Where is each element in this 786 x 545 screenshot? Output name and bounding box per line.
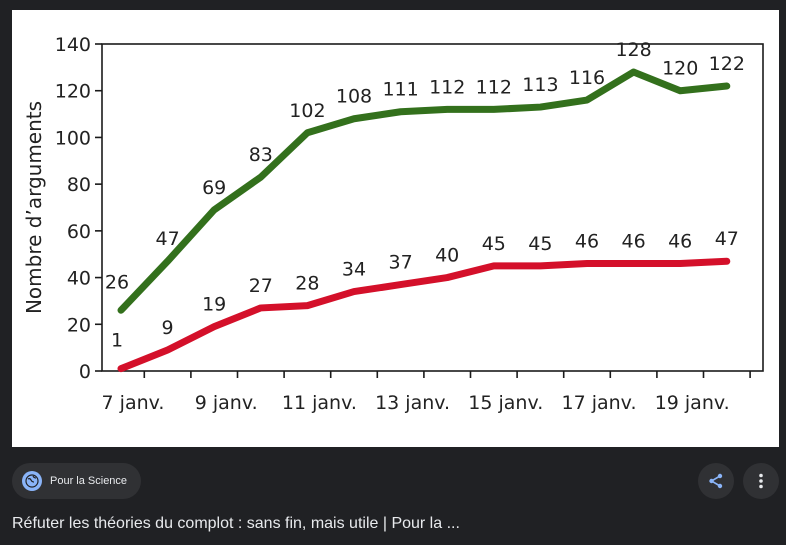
series-line-green	[117, 68, 731, 314]
data-label-red: 27	[249, 275, 273, 297]
y-tick-label: 20	[67, 314, 91, 336]
x-tick-label: 17 janv.	[562, 392, 637, 414]
data-label-green: 83	[249, 144, 273, 166]
data-label-green: 69	[202, 177, 226, 199]
globe-icon	[22, 471, 42, 491]
data-label-green: 102	[289, 100, 325, 122]
data-label-red: 47	[715, 228, 739, 250]
y-tick-label: 40	[67, 268, 91, 290]
data-label-red: 34	[342, 259, 366, 281]
plot-frame	[101, 43, 764, 372]
x-tick-label: 11 janv.	[282, 392, 357, 414]
y-tick-label: 120	[55, 81, 91, 103]
source-chip[interactable]: Pour la Science	[12, 463, 142, 499]
x-tick-label: 15 janv.	[468, 392, 543, 414]
data-label-green: 120	[662, 58, 698, 80]
data-label-green: 47	[156, 228, 180, 250]
data-label-red: 46	[668, 231, 692, 253]
result-title[interactable]: Réfuter les théories du complot : sans f…	[12, 515, 460, 532]
data-label-red: 46	[575, 231, 599, 253]
data-label-red: 1	[111, 330, 123, 352]
y-axis-label: Nombre d’arguments	[22, 101, 46, 314]
data-label-red: 9	[162, 317, 174, 339]
data-label-green: 26	[105, 271, 129, 293]
x-tick-label: 19 janv.	[655, 392, 730, 414]
more-options-button[interactable]	[743, 463, 779, 499]
data-label-green: 112	[429, 76, 465, 98]
share-button[interactable]	[698, 463, 734, 499]
data-label-red: 46	[622, 231, 646, 253]
more-vert-icon	[759, 473, 763, 489]
x-tick-label: 13 janv.	[375, 392, 450, 414]
data-label-red: 28	[295, 273, 319, 295]
data-label-red: 45	[528, 233, 552, 255]
data-label-red: 37	[389, 252, 413, 274]
chart-image[interactable]: 0 20 40 60 80 100 120 140 Nombre d’arguments 7 ja…	[12, 10, 779, 447]
y-tick-label: 100	[55, 127, 91, 149]
y-tick-label: 0	[79, 361, 91, 383]
source-name: Pour la Science	[50, 475, 128, 487]
data-label-red: 19	[202, 294, 226, 316]
share-icon	[709, 473, 723, 489]
data-label-green: 122	[709, 53, 745, 75]
y-tick-label: 60	[67, 221, 91, 243]
y-tick-label: 140	[55, 34, 91, 56]
data-label-green: 111	[382, 79, 418, 101]
data-label-green: 108	[336, 86, 372, 108]
x-tick-label: 7 janv.	[102, 392, 165, 414]
y-tick-label: 80	[67, 174, 91, 196]
data-label-green: 112	[476, 76, 512, 98]
data-label-green: 113	[522, 74, 558, 96]
data-label-red: 45	[482, 233, 506, 255]
top-strip	[0, 0, 786, 10]
series-line-red	[117, 257, 731, 373]
data-label-red: 40	[435, 245, 459, 267]
x-tick-label: 9 janv.	[195, 392, 258, 414]
data-label-green: 128	[615, 39, 651, 61]
data-label-green: 116	[569, 67, 605, 89]
